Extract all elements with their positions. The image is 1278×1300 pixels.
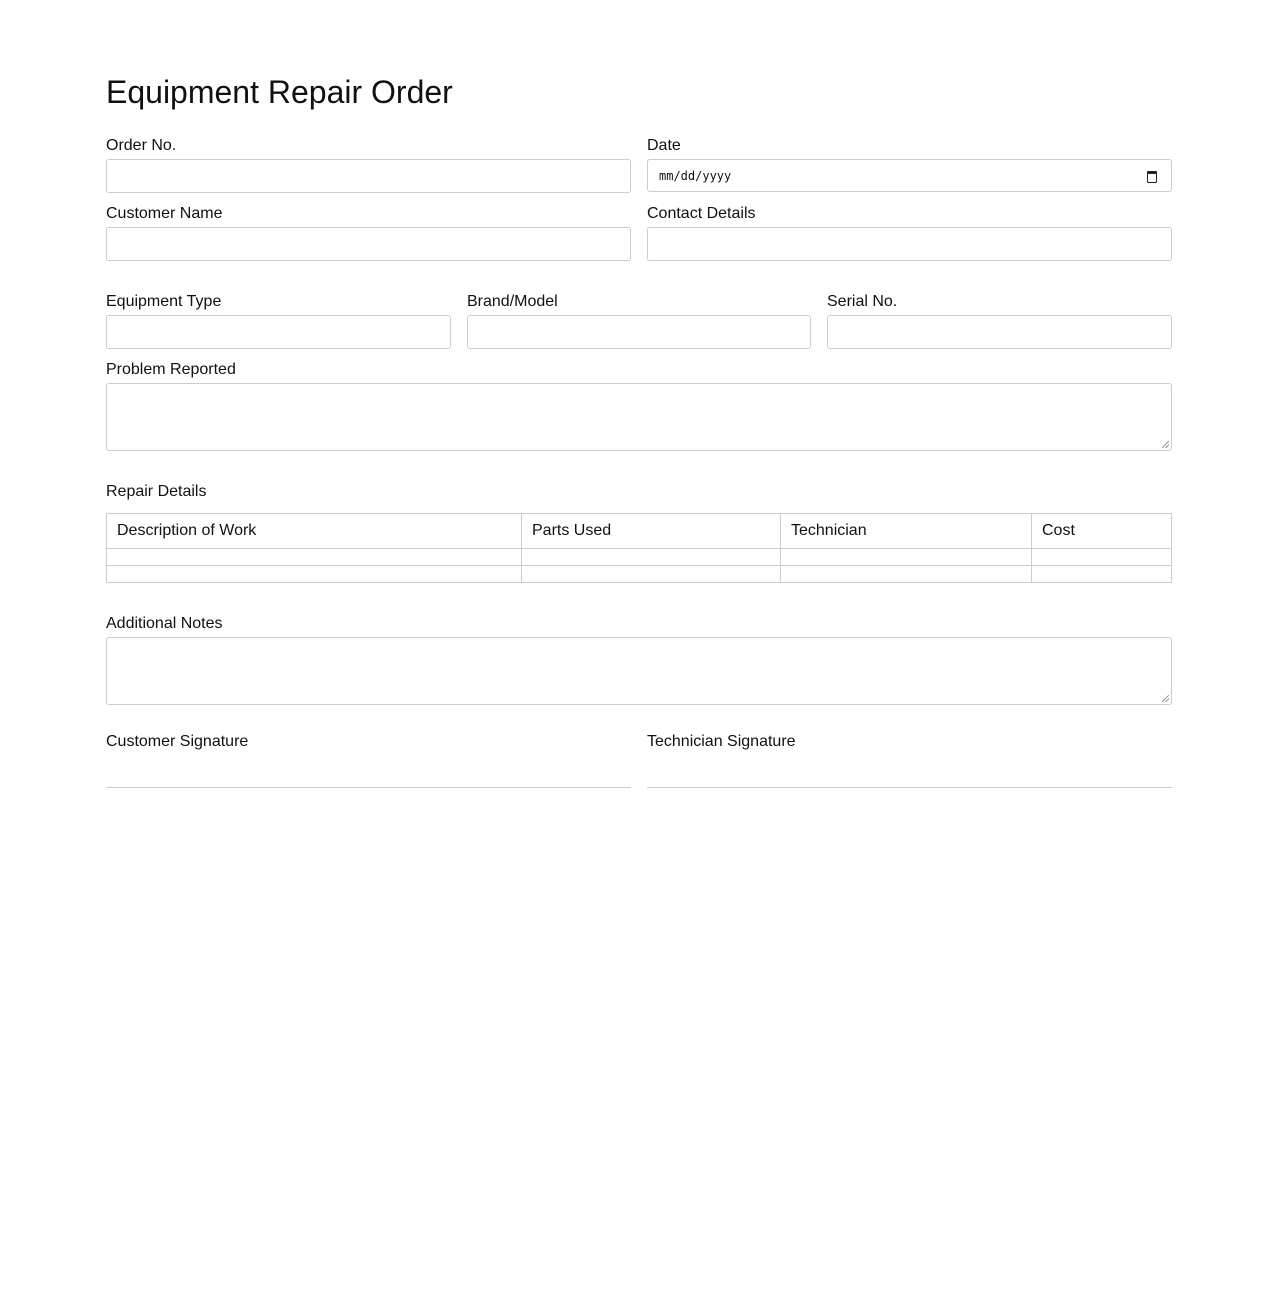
table-header-row: Description of Work Parts Used Technicia…	[106, 513, 1172, 549]
table-cell[interactable]	[521, 565, 781, 583]
table-cell[interactable]	[1031, 548, 1172, 566]
column-header: Description of Work	[106, 513, 522, 549]
customer-name-input[interactable]	[106, 227, 631, 261]
order-no-input[interactable]	[106, 159, 631, 193]
brand-model-input[interactable]	[467, 315, 811, 349]
additional-notes-label: Additional Notes	[106, 615, 223, 632]
contact-details-input[interactable]	[647, 227, 1172, 261]
equipment-type-input[interactable]	[106, 315, 451, 349]
equipment-type-label: Equipment Type	[106, 293, 222, 310]
problem-reported-label: Problem Reported	[106, 361, 236, 378]
table-cell[interactable]	[1031, 565, 1172, 583]
table-cell[interactable]	[521, 548, 781, 566]
customer-name-label: Customer Name	[106, 205, 223, 222]
brand-model-label: Brand/Model	[467, 293, 558, 310]
repair-details-table: Description of Work Parts Used Technicia…	[106, 513, 1172, 583]
contact-details-label: Contact Details	[647, 205, 756, 222]
customer-signature-label: Customer Signature	[106, 733, 249, 750]
additional-notes-textarea[interactable]	[106, 637, 1172, 705]
table-row	[106, 548, 1172, 566]
table-cell[interactable]	[780, 548, 1032, 566]
problem-reported-textarea[interactable]	[106, 383, 1172, 451]
column-header: Cost	[1031, 513, 1172, 549]
calendar-icon[interactable]	[1147, 171, 1157, 183]
resize-handle-icon[interactable]	[1162, 695, 1169, 702]
resize-handle-icon[interactable]	[1162, 441, 1169, 448]
serial-no-label: Serial No.	[827, 293, 898, 310]
table-cell[interactable]	[106, 565, 522, 583]
date-placeholder: mm/dd/yyyy	[659, 169, 732, 183]
column-header: Parts Used	[521, 513, 781, 549]
table-cell[interactable]	[780, 565, 1032, 583]
table-row	[106, 565, 1172, 583]
order-no-label: Order No.	[106, 137, 177, 154]
repair-details-label: Repair Details	[106, 483, 207, 500]
column-header: Technician	[780, 513, 1032, 549]
technician-signature-label: Technician Signature	[647, 733, 796, 750]
technician-signature-line[interactable]	[647, 787, 1172, 788]
serial-no-input[interactable]	[827, 315, 1172, 349]
table-cell[interactable]	[106, 548, 522, 566]
page-title: Equipment Repair Order	[106, 74, 453, 110]
date-input[interactable]: mm/dd/yyyy	[647, 159, 1172, 192]
customer-signature-line[interactable]	[106, 787, 631, 788]
date-label: Date	[647, 137, 681, 154]
